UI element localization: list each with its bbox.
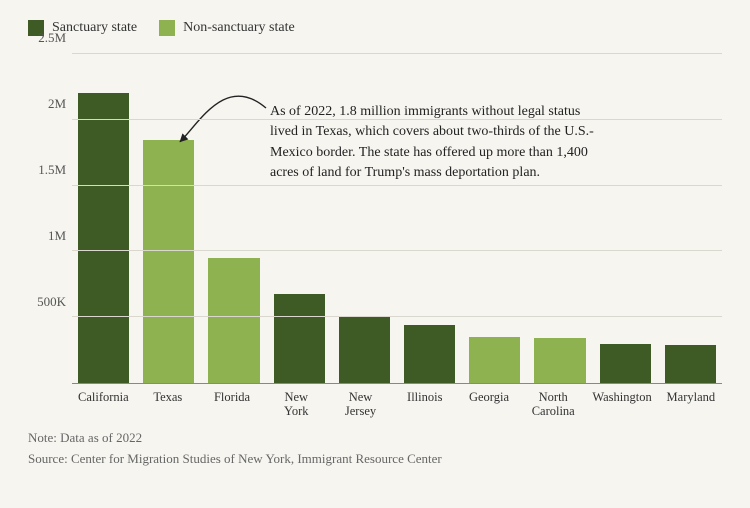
y-tick-label: 500K [37, 294, 66, 310]
footnotes: Note: Data as of 2022 Source: Center for… [28, 428, 722, 470]
gridline [72, 250, 722, 251]
bar-slot [78, 54, 129, 383]
bar [78, 93, 129, 383]
x-axis-label: Illinois [400, 384, 450, 414]
bar [534, 338, 585, 383]
gridline [72, 185, 722, 186]
bar [339, 317, 390, 383]
bar [208, 258, 259, 383]
chart-area: 500K1M1.5M2M2.5M As of 2022, 1.8 million… [72, 54, 722, 414]
bar-slot [143, 54, 194, 383]
x-axis-label: Texas [143, 384, 193, 414]
bar [274, 294, 325, 383]
chart-container: Sanctuary stateNon-sanctuary state 500K1… [0, 0, 750, 508]
y-tick-label: 2.5M [38, 30, 66, 46]
bar [143, 140, 194, 383]
x-axis-label: Maryland [666, 384, 716, 414]
legend-item: Non-sanctuary state [159, 20, 295, 36]
bar [404, 325, 455, 383]
x-axis-label: NorthCarolina [528, 384, 578, 414]
x-axis-labels: California Texas Florida NewYork NewJersey Il… [72, 384, 722, 414]
bar [600, 344, 651, 383]
gridline [72, 53, 722, 54]
note-line: Note: Data as of 2022 [28, 428, 722, 449]
y-tick-label: 1M [48, 228, 66, 244]
bar [469, 337, 520, 383]
x-axis-label: California [78, 384, 129, 414]
y-tick-label: 1.5M [38, 162, 66, 178]
bar [665, 345, 716, 383]
annotation-text: As of 2022, 1.8 million immigrants witho… [270, 102, 610, 183]
legend: Sanctuary stateNon-sanctuary state [28, 20, 722, 36]
plot: As of 2022, 1.8 million immigrants witho… [72, 54, 722, 384]
gridline [72, 119, 722, 120]
x-axis-label: Georgia [464, 384, 514, 414]
bar-slot [665, 54, 716, 383]
x-axis-label: NewJersey [335, 384, 385, 414]
x-axis-label: Washington [592, 384, 651, 414]
x-axis-label: Florida [207, 384, 257, 414]
legend-swatch [159, 20, 175, 36]
gridline [72, 316, 722, 317]
legend-label: Non-sanctuary state [183, 20, 295, 36]
y-axis: 500K1M1.5M2M2.5M [28, 54, 72, 384]
y-tick-label: 2M [48, 96, 66, 112]
source-line: Source: Center for Migration Studies of … [28, 449, 722, 470]
x-axis-label: NewYork [271, 384, 321, 414]
bar-slot [208, 54, 259, 383]
